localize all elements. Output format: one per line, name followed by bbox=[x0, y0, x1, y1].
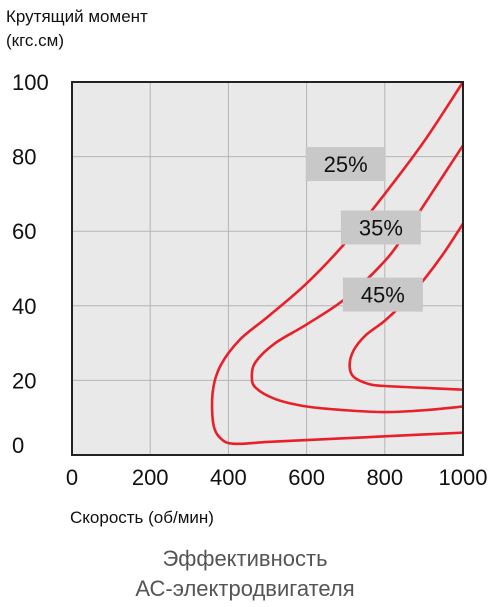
x-tick-labels: 0 200 400 600 800 1000 bbox=[66, 465, 488, 490]
caption-line1: Эффективность bbox=[162, 546, 328, 571]
y-tick-label: 40 bbox=[12, 294, 36, 319]
caption-line2: АС-электродвигателя bbox=[135, 576, 355, 601]
plot-area bbox=[72, 82, 463, 455]
curve-45pct bbox=[348, 223, 465, 392]
y-axis-label-line2: (кгс.см) bbox=[6, 31, 64, 50]
x-tick-label: 0 bbox=[66, 465, 78, 490]
x-tick-label: 200 bbox=[132, 465, 169, 490]
plot-frame bbox=[71, 81, 464, 456]
y-axis-label-line1: Крутящий момент bbox=[6, 7, 148, 26]
x-tick-label: 1000 bbox=[439, 465, 488, 490]
y-tick-label: 100 bbox=[12, 70, 49, 95]
x-tick-label: 600 bbox=[288, 465, 325, 490]
curve-label-box bbox=[340, 210, 421, 245]
y-tick-labels: 0 20 40 60 80 100 bbox=[12, 70, 49, 458]
y-tick-label: 60 bbox=[12, 219, 36, 244]
y-tick-label: 0 bbox=[12, 433, 24, 458]
y-tick-label: 20 bbox=[12, 368, 36, 393]
curve-label-box bbox=[342, 277, 423, 312]
curve-label: 25% bbox=[324, 152, 368, 177]
curve-label: 45% bbox=[361, 283, 405, 308]
y-tick-label: 80 bbox=[12, 145, 36, 170]
curve-labels: 25% 35% 45% bbox=[305, 147, 423, 312]
x-tick-label: 400 bbox=[210, 465, 247, 490]
curve-label-box bbox=[305, 147, 386, 182]
x-axis-label: Скорость (об/мин) bbox=[70, 508, 214, 527]
x-tick-label: 800 bbox=[366, 465, 403, 490]
curve-label: 35% bbox=[359, 215, 403, 240]
